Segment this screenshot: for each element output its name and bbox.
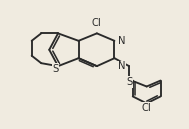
Text: Cl: Cl	[92, 18, 102, 28]
Text: S: S	[52, 64, 59, 74]
Text: S: S	[126, 77, 132, 87]
Text: Cl: Cl	[142, 103, 152, 113]
Text: N: N	[118, 61, 126, 71]
Text: N: N	[118, 35, 126, 46]
